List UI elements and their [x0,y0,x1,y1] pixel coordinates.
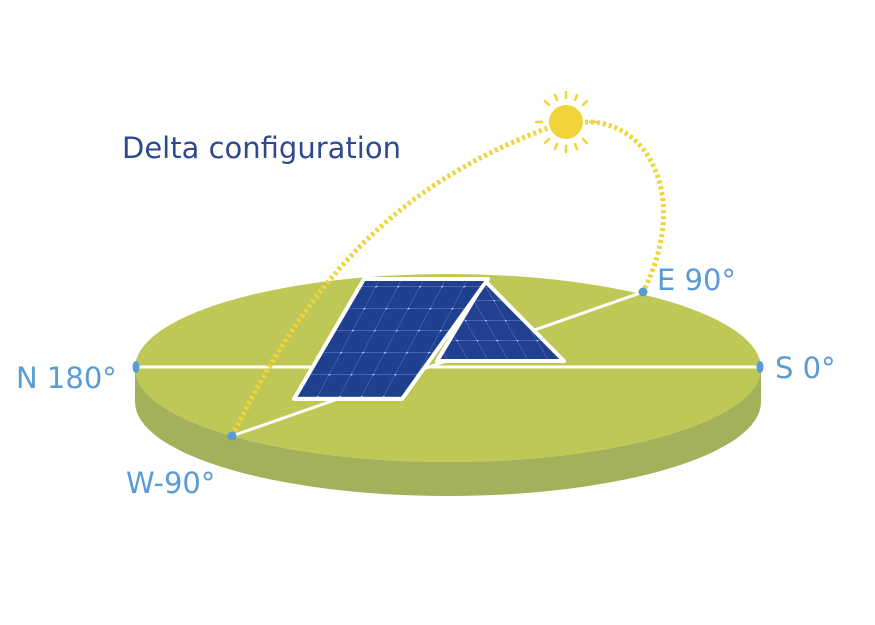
west-marker [227,431,237,441]
diagram-title: Delta configuration [122,131,401,165]
east-west-axis [231,290,644,438]
east-label: E 90° [657,263,736,297]
east-marker [638,287,648,297]
north-label: N 180° [16,361,117,395]
south-marker [756,361,764,373]
west-label: W-90° [126,466,215,500]
sun-path [229,119,666,438]
sun-icon [534,90,598,154]
solar-panel-back [435,279,566,363]
south-label: S 0° [775,351,836,385]
ground-disc-side [135,368,761,496]
north-marker [132,361,140,373]
solar-panel-front [292,277,490,401]
